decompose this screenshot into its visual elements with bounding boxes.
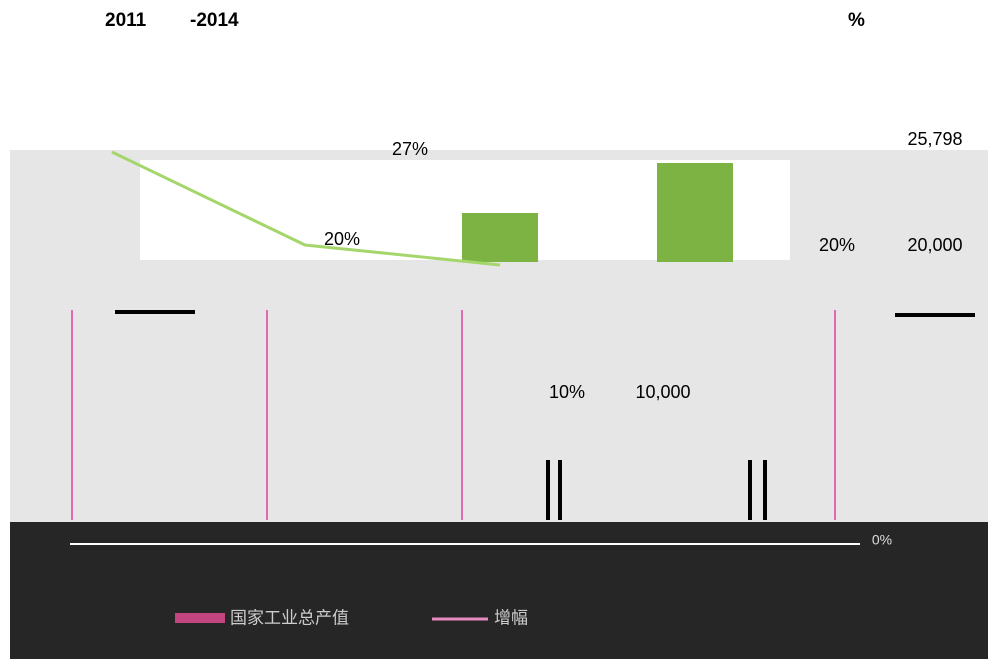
bar (657, 163, 733, 262)
header-start: 2011 (105, 10, 147, 31)
label: 27% (392, 139, 428, 159)
label: 25,798 (907, 129, 962, 149)
legend-swatch (175, 613, 225, 623)
dark-region (10, 522, 988, 659)
bar (462, 213, 538, 262)
header-unit: % (848, 10, 865, 31)
header-end: -2014 (190, 10, 239, 31)
label: 10% (549, 382, 585, 402)
label: 20% (324, 229, 360, 249)
legend-label: 国家工业总产值 (230, 608, 349, 627)
label: 0% (872, 532, 892, 548)
label: 20% (819, 235, 855, 255)
label: 20,000 (907, 235, 962, 255)
screenshot: 2011 -2014 % 25,798 27% 20% 20% 20,000 1… (0, 0, 988, 659)
legend-label: 增幅 (494, 608, 528, 627)
canvas: 2011 -2014 % 25,798 27% 20% 20% 20,000 1… (0, 0, 988, 659)
label: 10,000 (635, 382, 690, 402)
